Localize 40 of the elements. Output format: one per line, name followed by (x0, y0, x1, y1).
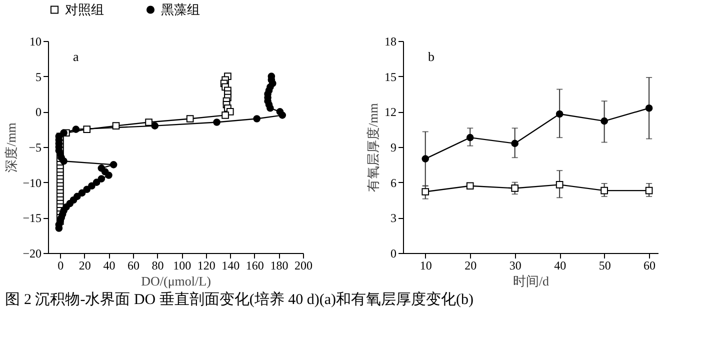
x-axis-title: DO/(μmol/L) (141, 274, 211, 288)
y-tick-label: −15 (22, 211, 42, 226)
x-axis-title: 时间/d (512, 274, 550, 288)
x-tick-label: 160 (246, 258, 264, 272)
y-tick-label: 15 (384, 70, 396, 84)
x-tick-label: 60 (128, 258, 140, 272)
y-tick-label: 6 (390, 176, 396, 190)
x-tick-label: 100 (173, 258, 192, 272)
y-tick-label: 0 (390, 246, 396, 260)
y-tick-label: −10 (22, 176, 42, 190)
y-tick-label: −5 (28, 140, 42, 154)
y-tick-label: 0 (36, 105, 42, 120)
x-tick-label: 180 (270, 258, 288, 272)
x-tick-label: 40 (103, 258, 116, 272)
annotation: a (73, 49, 79, 64)
y-tick-label: 12 (384, 105, 396, 120)
x-tick-label: 20 (78, 258, 91, 272)
x-tick-label: 200 (294, 258, 312, 272)
x-tick-label: 60 (644, 258, 656, 272)
y-tick-label: −20 (22, 246, 42, 260)
x-tick-label: 140 (222, 258, 240, 272)
y-tick-label: 9 (390, 140, 396, 154)
legend-label: 对照组 (65, 2, 104, 17)
x-tick-label: 10 (420, 258, 432, 272)
x-tick-label: 0 (58, 258, 64, 272)
x-tick-label: 40 (554, 258, 566, 272)
y-tick-label: 5 (36, 70, 42, 84)
y-tick-label: 10 (30, 34, 42, 48)
x-tick-label: 30 (509, 258, 522, 272)
annotation: b (428, 49, 434, 64)
y-axis-title: 深度/mm (4, 122, 19, 172)
text: 图 2 沉积物-水界面 DO 垂直剖面变化(培养 40 d)(a)和有氧层厚度变化(b) (5, 291, 474, 308)
x-tick-label: 120 (197, 258, 216, 272)
x-tick-label: 20 (464, 258, 477, 272)
y-tick-label: 18 (384, 34, 396, 48)
x-tick-label: 80 (152, 258, 164, 272)
y-tick-label: 3 (390, 211, 396, 226)
x-tick-label: 50 (598, 258, 611, 272)
legend-label: 黑藻组 (161, 2, 200, 17)
y-axis-title: 有氧层厚度/mm (366, 103, 380, 192)
